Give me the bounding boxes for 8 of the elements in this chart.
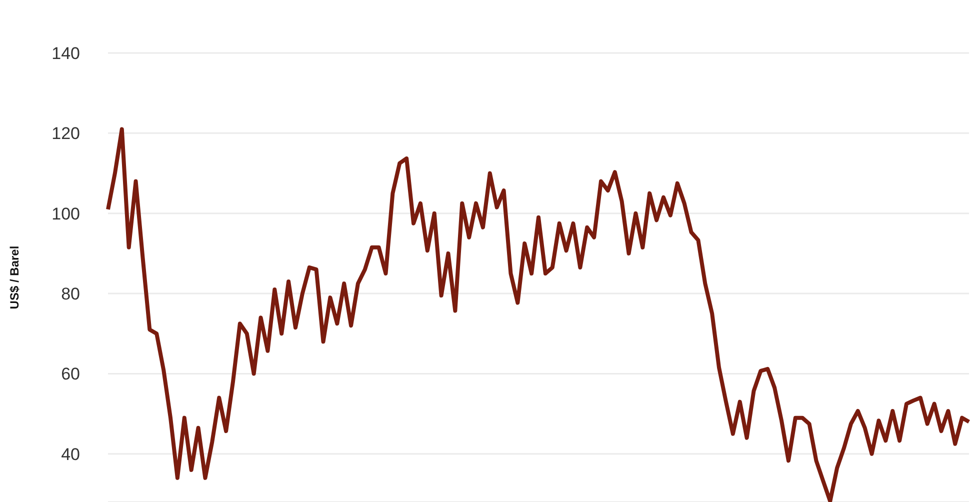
y-tick-label: 80 — [61, 284, 80, 304]
y-tick-label: 60 — [61, 364, 80, 384]
y-axis-title: US$ / Barel — [7, 246, 22, 310]
y-tick-label: 140 — [52, 44, 80, 64]
y-tick-label: 120 — [52, 124, 80, 144]
y-tick-label: 100 — [52, 204, 80, 224]
y-tick-label: 40 — [61, 444, 80, 464]
line-series — [106, 127, 971, 502]
